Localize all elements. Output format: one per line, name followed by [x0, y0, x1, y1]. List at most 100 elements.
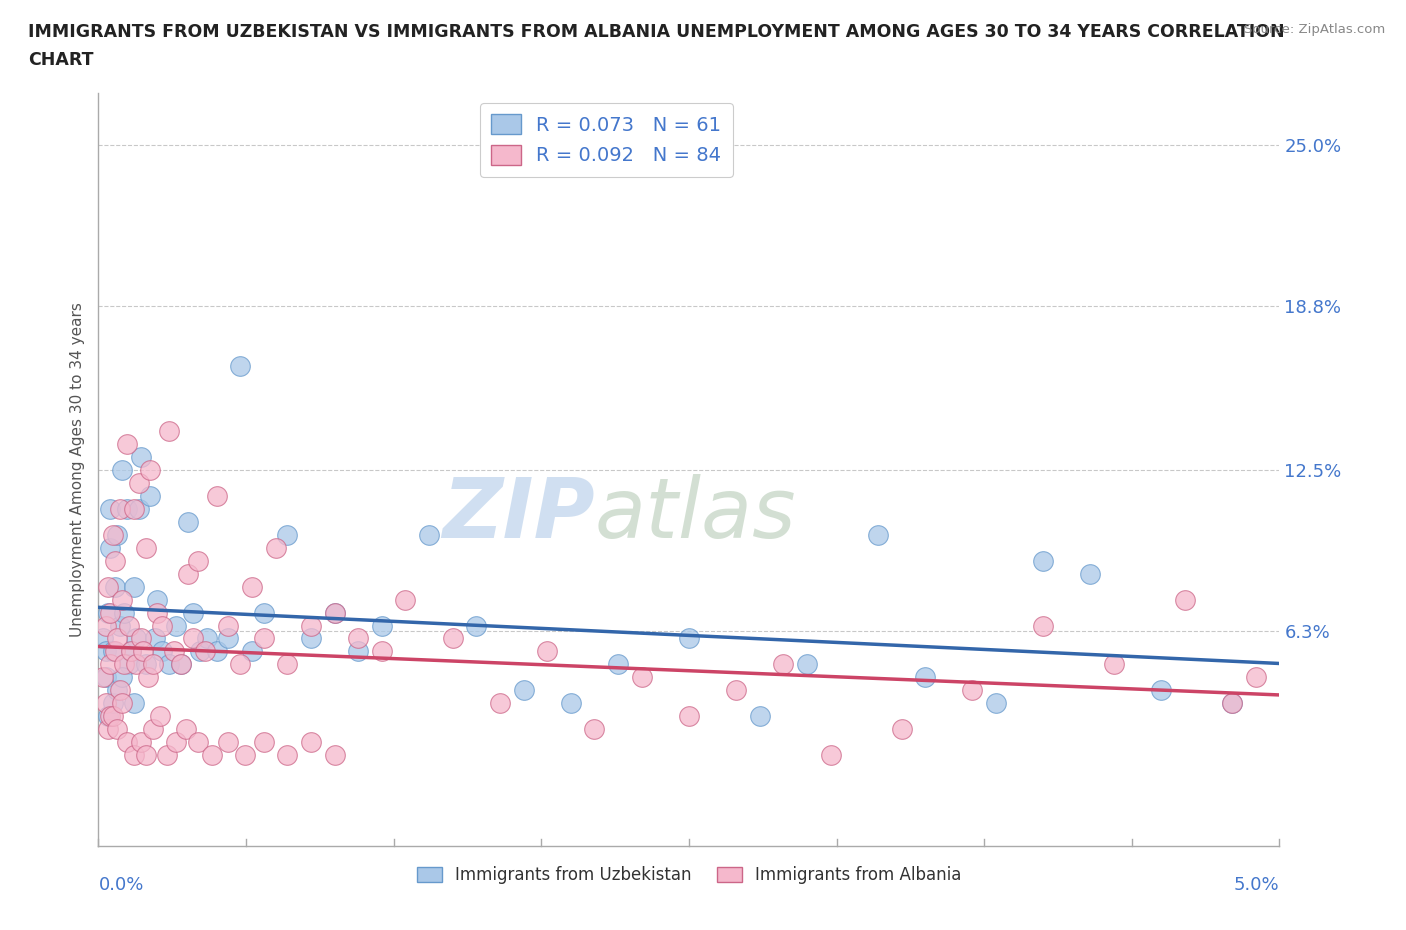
Point [111, 592, 134, 607]
Point [105, 722, 128, 737]
Point [194, 644, 217, 659]
Point [560, 696, 582, 711]
Point [253, 631, 276, 646]
Point [536, 644, 558, 659]
Point [101, 527, 124, 542]
Point [890, 722, 912, 737]
Point [253, 605, 276, 620]
Point [122, 501, 145, 516]
Point [240, 644, 263, 659]
Point [264, 540, 287, 555]
Point [97, 579, 120, 594]
Point [118, 657, 141, 671]
Point [299, 631, 322, 646]
Point [347, 631, 370, 646]
Point [150, 644, 173, 659]
Point [98, 657, 121, 671]
Point [122, 748, 145, 763]
Point [748, 709, 770, 724]
Point [146, 605, 169, 620]
Point [104, 553, 127, 568]
Point [1102, 657, 1125, 671]
Point [187, 735, 209, 750]
Point [299, 735, 322, 750]
Point [678, 709, 700, 724]
Point [187, 553, 209, 568]
Point [122, 696, 145, 711]
Point [177, 514, 200, 529]
Point [118, 618, 141, 633]
Point [111, 462, 134, 477]
Point [323, 748, 346, 763]
Text: IMMIGRANTS FROM UZBEKISTAN VS IMMIGRANTS FROM ALBANIA UNEMPLOYMENT AMONG AGES 30: IMMIGRANTS FROM UZBEKISTAN VS IMMIGRANTS… [28, 23, 1285, 41]
Point [104, 579, 127, 594]
Point [1080, 566, 1102, 581]
Point [135, 748, 157, 763]
Point [418, 527, 440, 542]
Point [115, 436, 138, 451]
Point [299, 618, 322, 633]
Point [129, 631, 152, 646]
Point [772, 657, 794, 671]
Point [217, 735, 239, 750]
Point [98, 605, 121, 620]
Point [177, 566, 200, 581]
Point [725, 683, 748, 698]
Point [174, 722, 197, 737]
Point [276, 748, 298, 763]
Point [181, 605, 204, 620]
Point [1220, 696, 1243, 711]
Point [866, 527, 889, 542]
Point [820, 748, 842, 763]
Point [165, 735, 187, 750]
Point [1032, 553, 1054, 568]
Text: atlas: atlas [595, 474, 796, 555]
Point [962, 683, 984, 698]
Point [489, 696, 512, 711]
Point [394, 592, 416, 607]
Point [104, 644, 127, 659]
Point [108, 501, 131, 516]
Point [188, 644, 211, 659]
Point [217, 618, 239, 633]
Point [115, 735, 138, 750]
Point [205, 644, 228, 659]
Point [111, 670, 134, 684]
Point [129, 449, 152, 464]
Point [583, 722, 606, 737]
Point [121, 644, 143, 659]
Point [115, 501, 138, 516]
Point [135, 540, 157, 555]
Point [143, 631, 166, 646]
Point [128, 501, 150, 516]
Point [98, 540, 121, 555]
Point [205, 488, 228, 503]
Point [105, 527, 128, 542]
Point [157, 423, 180, 438]
Point [101, 644, 124, 659]
Point [111, 696, 134, 711]
Point [371, 618, 394, 633]
Point [149, 709, 172, 724]
Point [129, 735, 152, 750]
Point [195, 631, 218, 646]
Text: CHART: CHART [28, 51, 94, 69]
Point [94, 644, 117, 659]
Point [105, 631, 128, 646]
Point [276, 657, 298, 671]
Point [323, 605, 346, 620]
Point [201, 748, 224, 763]
Point [347, 644, 370, 659]
Point [97, 722, 120, 737]
Point [165, 618, 187, 633]
Point [94, 696, 117, 711]
Point [170, 657, 193, 671]
Point [276, 527, 298, 542]
Point [139, 462, 162, 477]
Point [170, 657, 193, 671]
Point [101, 709, 124, 724]
Point [1150, 683, 1173, 698]
Point [229, 657, 252, 671]
Point [122, 579, 145, 594]
Point [121, 644, 143, 659]
